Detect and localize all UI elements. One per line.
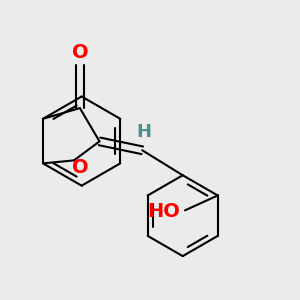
Text: H: H xyxy=(136,123,151,141)
Text: HO: HO xyxy=(147,202,180,221)
Text: O: O xyxy=(72,43,88,62)
Text: O: O xyxy=(72,158,88,177)
